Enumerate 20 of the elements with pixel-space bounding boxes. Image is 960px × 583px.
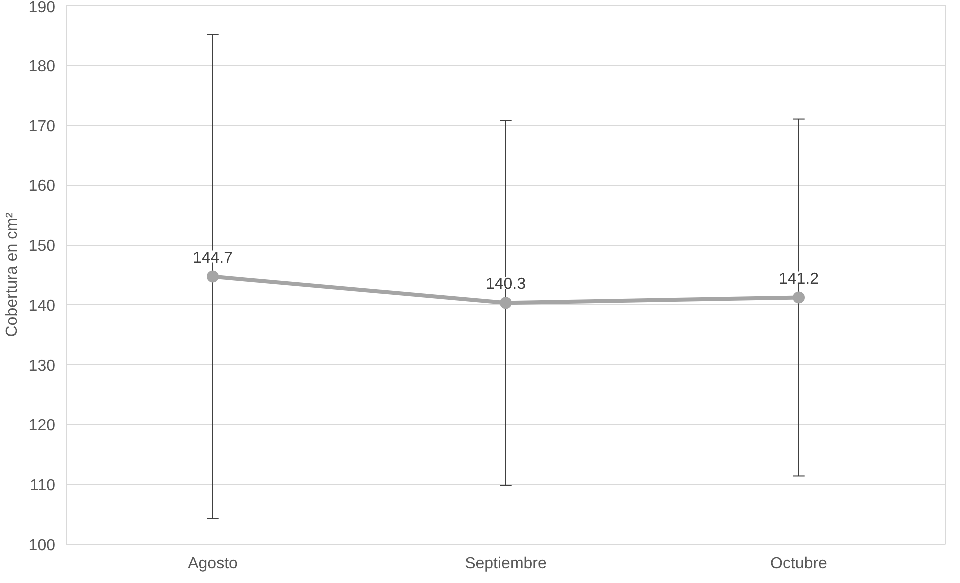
data-label: 144.7 xyxy=(192,250,234,267)
y-tick-label: 100 xyxy=(28,538,56,554)
point xyxy=(207,270,219,283)
y-tick-label: 190 xyxy=(28,0,56,16)
y-axis-title: Cobertura en cm² xyxy=(4,212,21,338)
data-label: 140.3 xyxy=(486,276,526,294)
y-tick-label: 150 xyxy=(28,238,56,256)
point xyxy=(793,292,805,304)
y-tick-label: 170 xyxy=(28,118,56,136)
x-tick-label: Agosto xyxy=(188,556,238,572)
x-tick-label: Septiembre xyxy=(465,556,548,572)
point xyxy=(500,297,512,310)
y-tick-label: 140 xyxy=(28,298,56,315)
data-label: 141.2 xyxy=(778,270,820,288)
y-tick-label: 180 xyxy=(28,58,56,76)
x-tick-label: Octubre xyxy=(770,556,828,572)
y-tick-label: 120 xyxy=(28,418,56,435)
y-tick-label: 110 xyxy=(30,478,56,495)
y-tick-label: 130 xyxy=(28,358,56,375)
y-tick-label: 160 xyxy=(28,178,56,196)
